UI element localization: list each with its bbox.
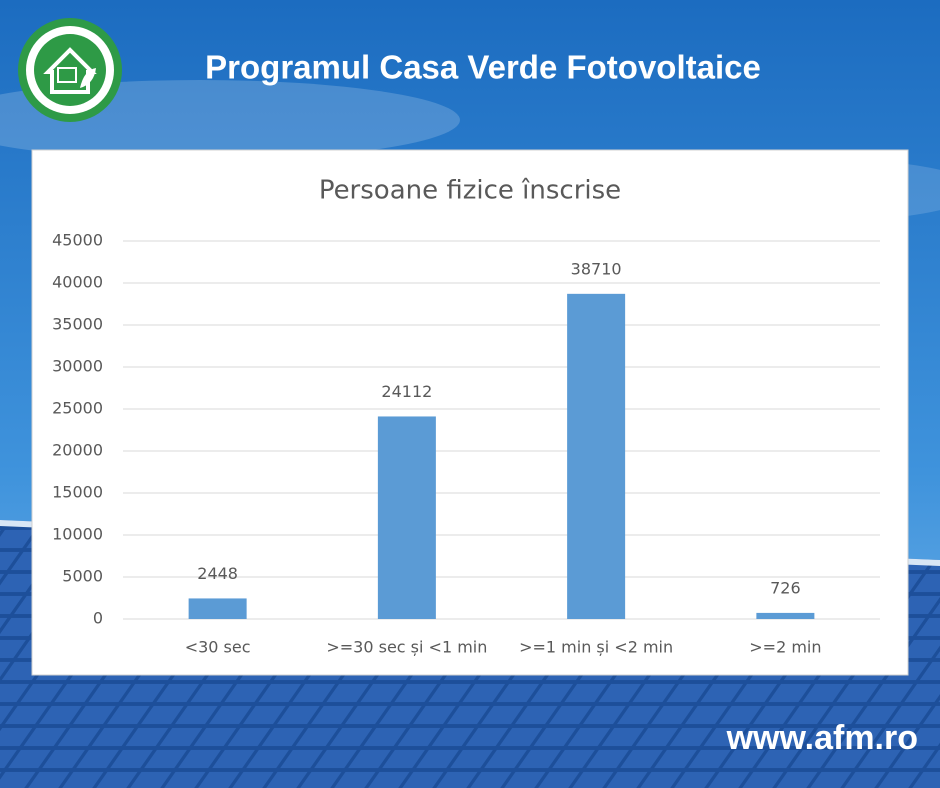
x-tick-label: >=1 min și <2 min — [519, 638, 673, 657]
y-tick-label: 5000 — [62, 567, 103, 586]
bar — [567, 293, 626, 619]
chart-panel — [31, 149, 909, 676]
x-tick-label: <30 sec — [185, 638, 251, 657]
value-label: 726 — [770, 578, 801, 597]
bar — [756, 612, 815, 619]
page-title: Programul Casa Verde Fotovoltaice — [205, 49, 761, 86]
value-label: 2448 — [197, 564, 238, 583]
y-tick-label: 20000 — [52, 441, 103, 460]
y-tick-label: 35000 — [52, 315, 103, 334]
chart: Persoane fizice înscrise 0 5000 10000 15000… — [52, 176, 880, 657]
bar — [188, 598, 247, 619]
value-label: 24112 — [381, 382, 432, 401]
y-tick-label: 25000 — [52, 399, 103, 418]
bar — [377, 416, 436, 619]
y-tick-label: 0 — [93, 609, 103, 628]
cloud — [0, 80, 460, 160]
value-label: 38710 — [571, 259, 622, 278]
y-tick-label: 10000 — [52, 525, 103, 544]
website: www.afm.ro — [726, 719, 918, 757]
x-tick-label: >=30 sec și <1 min — [326, 638, 487, 657]
chart-title: Persoane fizice înscrise — [319, 176, 621, 206]
y-tick-label: 40000 — [52, 273, 103, 292]
y-tick-label: 45000 — [52, 231, 103, 250]
y-tick-label: 30000 — [52, 357, 103, 376]
logo — [18, 18, 122, 122]
y-tick-label: 15000 — [52, 483, 103, 502]
x-tick-label: >=2 min — [749, 638, 821, 657]
